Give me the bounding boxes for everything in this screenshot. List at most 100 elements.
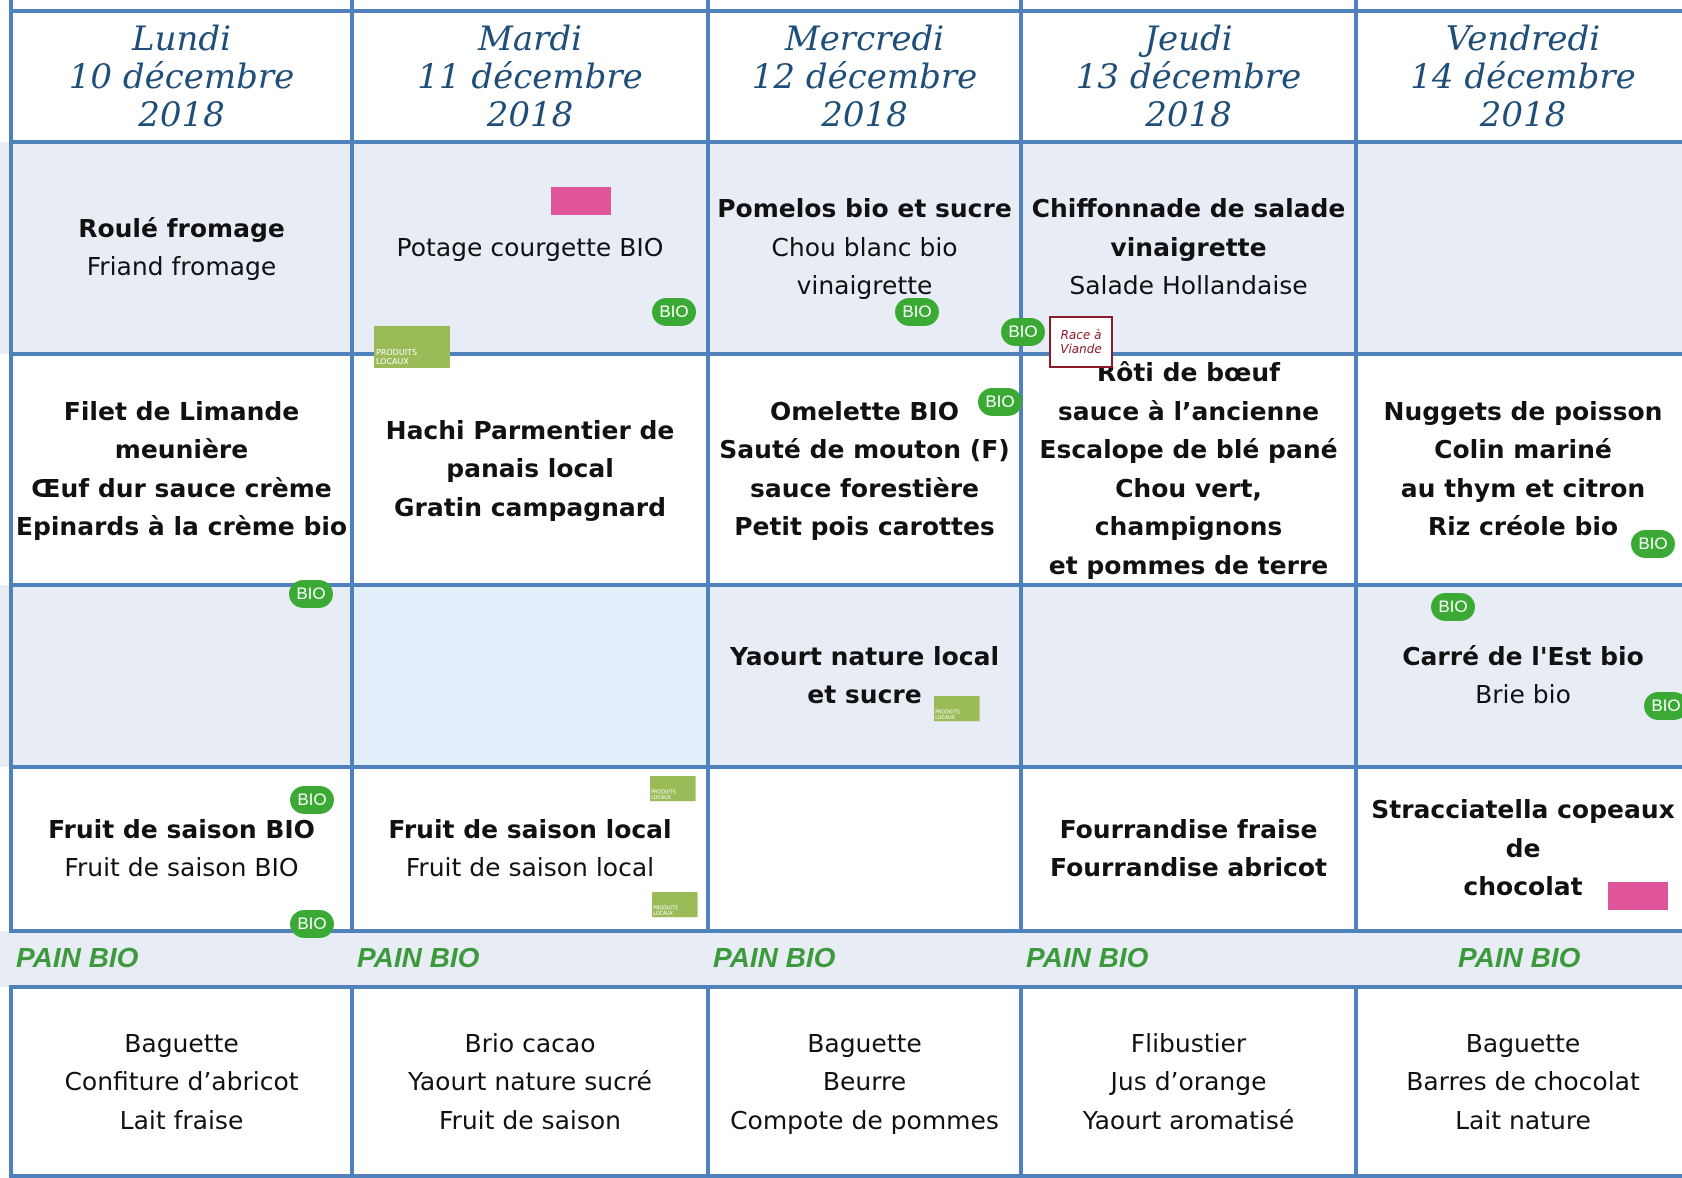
border xyxy=(706,0,710,931)
dish: Fruit de saison BIO xyxy=(64,853,299,882)
menu-cell: Nuggets de poisson Colin mariné au thym et… xyxy=(1356,354,1682,585)
dish-bold: Yaourt nature local xyxy=(729,641,1000,671)
snack-cell: Flibustier Jus d’orange Yaourt aromatisé xyxy=(1021,987,1356,1178)
dish-bold: au thym et citron xyxy=(1400,473,1646,503)
menu-cell xyxy=(1356,142,1682,354)
menu-cell: Chiffonnade de salade vinaigrette Salade H… xyxy=(1021,142,1356,354)
dish-bold: Riz créole bio xyxy=(1427,512,1619,541)
menu-cell xyxy=(11,585,352,767)
dish-bold: Pomelos bio et sucre xyxy=(717,194,1012,224)
dish-bold: Œuf dur sauce crème xyxy=(31,473,332,503)
dish-bold: meunière xyxy=(114,435,249,464)
bio-badge: BIO xyxy=(290,786,334,814)
dish-bold: panais local xyxy=(446,454,614,484)
bio-badge: BIO xyxy=(978,388,1022,416)
border xyxy=(9,987,13,1178)
border xyxy=(9,985,1682,989)
dish-bold: Fruit de saison BIO xyxy=(48,814,315,844)
bread-label: PAIN BIO xyxy=(1458,942,1581,973)
bio-badge: BIO xyxy=(1644,692,1682,720)
header-line: Lundi xyxy=(131,18,231,59)
dish-bold: Roulé fromage xyxy=(78,213,285,243)
snack-item: Baguette xyxy=(1465,1028,1581,1058)
menu-cell: Rôti de bœuf sauce à l’ancienne Escalope d… xyxy=(1021,354,1356,585)
snack-cell: Brio cacao Yaourt nature sucré Fruit de sa… xyxy=(352,987,708,1178)
border xyxy=(9,140,1682,144)
menu-cell: Hachi Parmentier de panais local Gratin ca… xyxy=(352,354,708,585)
border xyxy=(1019,987,1023,1178)
menu-cell: Filet de Limande meunière Œuf dur sauce cr… xyxy=(11,354,352,585)
menu-cell: Stracciatella copeaux de chocolat xyxy=(1356,767,1682,931)
dish: Brie bio xyxy=(1475,680,1571,709)
snack-item: Baguette xyxy=(807,1028,922,1058)
border xyxy=(9,1174,1682,1178)
dish-bold: Nuggets de poisson xyxy=(1383,396,1663,426)
local-logo: PRODUITS LOCAUX xyxy=(374,326,450,368)
row-background xyxy=(0,585,1682,767)
dish-bold: Rôti de bœuf xyxy=(1096,358,1281,387)
dish-bold: sauce forestière xyxy=(749,473,979,503)
menu-cell: Fruit de saison local Fruit de saison loc… xyxy=(352,767,708,931)
bread-label: PAIN BIO xyxy=(713,942,836,973)
homemade-logo xyxy=(1608,882,1668,910)
dish-bold: et sucre xyxy=(807,680,922,709)
race-logo: Race à Viande xyxy=(1049,316,1113,368)
header-line: 2018 xyxy=(1479,94,1567,135)
menu-cell: Omelette BIO Sauté de mouton (F) sauce for… xyxy=(708,354,1021,585)
snack-item: Yaourt nature sucré xyxy=(408,1067,652,1097)
border xyxy=(9,352,1682,356)
local-logo: PRODUITS LOCAUX xyxy=(934,696,980,722)
menu-cell: Pomelos bio et sucre Chou blanc bio vinaig… xyxy=(708,142,1021,354)
bio-badge: BIO xyxy=(1631,530,1675,558)
header-line: Mardi xyxy=(478,18,582,59)
dish-bold: Fourrandise fraise xyxy=(1059,814,1318,844)
bread-label: PAIN BIO xyxy=(357,942,480,973)
bio-badge: BIO xyxy=(652,298,696,326)
day-header: Lundi 10 décembre 2018 xyxy=(11,11,352,142)
local-logo: PRODUITS LOCAUX xyxy=(650,776,696,802)
border xyxy=(350,0,354,931)
border xyxy=(1354,987,1358,1178)
dish: Chou blanc bio xyxy=(771,232,958,262)
snack-item: Jus d’orange xyxy=(1110,1067,1267,1097)
dish-bold: Gratin campagnard xyxy=(393,492,667,522)
day-header: Mercredi 12 décembre 2018 xyxy=(708,11,1021,142)
border xyxy=(1019,0,1023,931)
dish-bold: vinaigrette xyxy=(1110,232,1267,262)
day-header: Jeudi 13 décembre 2018 xyxy=(1021,11,1356,142)
dish-bold: Filet de Limande xyxy=(63,396,300,426)
bread-label: PAIN BIO xyxy=(1026,942,1149,973)
row-background xyxy=(0,987,1682,1178)
dish-bold: Escalope de blé pané xyxy=(1039,435,1338,464)
header-line: 12 décembre xyxy=(751,56,978,97)
header-line: 2018 xyxy=(138,94,225,135)
menu-cell: Yaourt nature local et sucre xyxy=(708,585,1021,767)
header-line: 2018 xyxy=(486,94,574,135)
bio-badge: BIO xyxy=(290,910,334,938)
dish-bold: Fruit de saison local xyxy=(388,814,672,844)
bread-label: PAIN BIO xyxy=(16,942,139,973)
snack-item: Baguette xyxy=(124,1028,239,1058)
bio-badge: BIO xyxy=(1431,593,1475,621)
menu-cell: Carré de l'Est bio Brie bio xyxy=(1356,585,1682,767)
snack-item: Confiture d’abricot xyxy=(64,1067,299,1097)
header-line: Mercredi xyxy=(784,18,945,59)
header-line: 10 décembre xyxy=(68,56,295,97)
dish-bold: sauce à l’ancienne xyxy=(1057,396,1320,426)
snack-item: Barres de chocolat xyxy=(1406,1067,1640,1097)
row-background xyxy=(0,767,1682,931)
menu-cell xyxy=(1021,585,1356,767)
dish: Potage courgette BIO xyxy=(396,232,664,262)
snack-item: Brio cacao xyxy=(464,1028,596,1058)
bio-badge: BIO xyxy=(895,298,939,326)
border xyxy=(9,9,1682,13)
dish-bold: Omelette BIO xyxy=(770,396,959,426)
snack-item: Lait fraise xyxy=(119,1105,244,1135)
dish-bold: Hachi Parmentier de xyxy=(385,415,675,445)
dish-bold: Sauté de mouton (F) xyxy=(719,435,1010,464)
header-line: 2018 xyxy=(1145,94,1232,135)
header-line: 13 décembre xyxy=(1075,56,1302,97)
snack-item: Fruit de saison xyxy=(438,1105,622,1135)
header-line: 2018 xyxy=(821,94,908,135)
local-logo: PRODUITS LOCAUX xyxy=(652,892,698,918)
